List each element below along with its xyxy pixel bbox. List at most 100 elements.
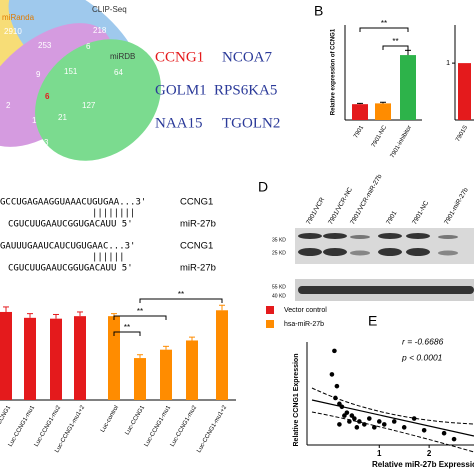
significance-bracket [139,298,223,303]
legend-swatch [266,306,274,314]
venn-count: 9 [36,70,41,79]
sequence: GCCUGAGAAGGUAAACUGUGAA...3' [0,198,146,208]
scatter-point [347,419,352,424]
scatter-point [329,372,335,377]
venn-count: 21 [58,113,67,122]
band [323,233,347,239]
scatter-point [411,416,417,421]
legend-swatch [266,320,274,328]
significance: ** [137,307,143,316]
bar [400,55,416,121]
significance: ** [178,290,184,299]
sequence-name: CCNG1 [180,241,213,252]
y-tick-label: 1 [446,60,450,67]
significance: ** [381,19,387,28]
bar [74,316,86,400]
bar [216,310,228,400]
venn-set [35,39,161,161]
scatter-point [391,419,397,424]
significance: ** [392,37,398,46]
y-axis-label: Relative expression of CCNG1 [331,28,337,115]
ci-line [311,387,474,425]
scatter-point [357,419,362,424]
band [378,248,402,256]
panel-label: B [314,3,323,19]
venn-count: 3 [44,138,49,147]
sequence: |||||||| [92,209,135,219]
significance-bracket [359,27,409,32]
venn-count: 151 [64,67,78,76]
significance: ** [124,323,130,332]
band [406,248,430,256]
venn-diagram [0,0,161,161]
bar [50,318,62,400]
marker-label: 25 KD [272,250,286,256]
significance-bracket [113,331,141,336]
y-axis-label: Relative CCNG1 Expression [293,354,300,447]
band [298,233,322,239]
venn-count: 1 [32,116,37,125]
bar [458,63,471,120]
panel-label: E [368,313,377,329]
gene-name: RPS6KA5 [214,82,277,98]
band [350,250,370,256]
venn-count: 253 [38,41,52,50]
x-tick-label: 1 [377,449,382,458]
venn-count: 127 [82,101,96,110]
blot-bands [298,233,474,294]
gene-name: TGOLN2 [222,115,280,131]
venn-label: CLIP-Seq [92,5,127,14]
sequence: CGUCUUGAAUCGGUGACAUU 5' [8,220,133,230]
bar [375,103,391,120]
venn-label: miRDB [110,52,135,61]
scatter-point [367,416,372,421]
scatter-point [441,430,447,436]
venn-count: 6 [86,42,91,51]
significance-bracket [382,45,409,50]
gene-name: GOLM1 [155,82,207,98]
band [298,286,474,294]
scatter-point [339,404,345,410]
x-axis-label: Relative miR-27b Expression [372,460,474,469]
sequence: GAUUUGAAUCAUCUGUGAAC...3' [0,242,135,252]
scatter-point [371,425,377,430]
annotation: r = -0.6686 [402,336,444,346]
scatter-point [337,422,342,427]
bar [160,349,172,400]
annotation: p < 0.0001 [401,352,443,362]
bar [186,340,198,400]
sequence-name: miR-27b [180,219,216,230]
gene-name: CCNG1 [155,49,204,65]
scatter-point [381,422,387,427]
bar [134,358,146,400]
venn-count: 218 [93,26,107,35]
scatter-point [334,383,340,389]
scatter-point [401,425,407,430]
sequence-name: miR-27b [180,263,216,274]
venn-count: 2 [6,101,11,110]
scatter-point [333,395,338,401]
marker-label: 35 KD [272,237,286,243]
band [438,250,458,256]
scatter-point [344,410,350,415]
scatter-point [362,422,367,427]
scatter-point [376,419,382,424]
sequence-name: CCNG1 [180,197,213,208]
scatter-point [421,427,427,433]
sequence: CGUCUUGAAUCGGUGACAUU 5' [8,264,133,274]
venn-count: 64 [114,68,123,77]
legend-label: Vector control [284,307,327,314]
venn-count: 2910 [4,27,22,36]
significance-bracket [113,315,167,320]
scatter-point [354,425,360,430]
marker-label: 55 KD [272,284,286,290]
gene-name: NCOA7 [222,49,273,65]
band [406,233,430,239]
marker-label: 40 KD [272,293,286,299]
scatter-point [352,416,357,421]
panel-label: D [258,179,268,195]
venn-label: miRanda [2,13,35,22]
bar [108,316,120,400]
